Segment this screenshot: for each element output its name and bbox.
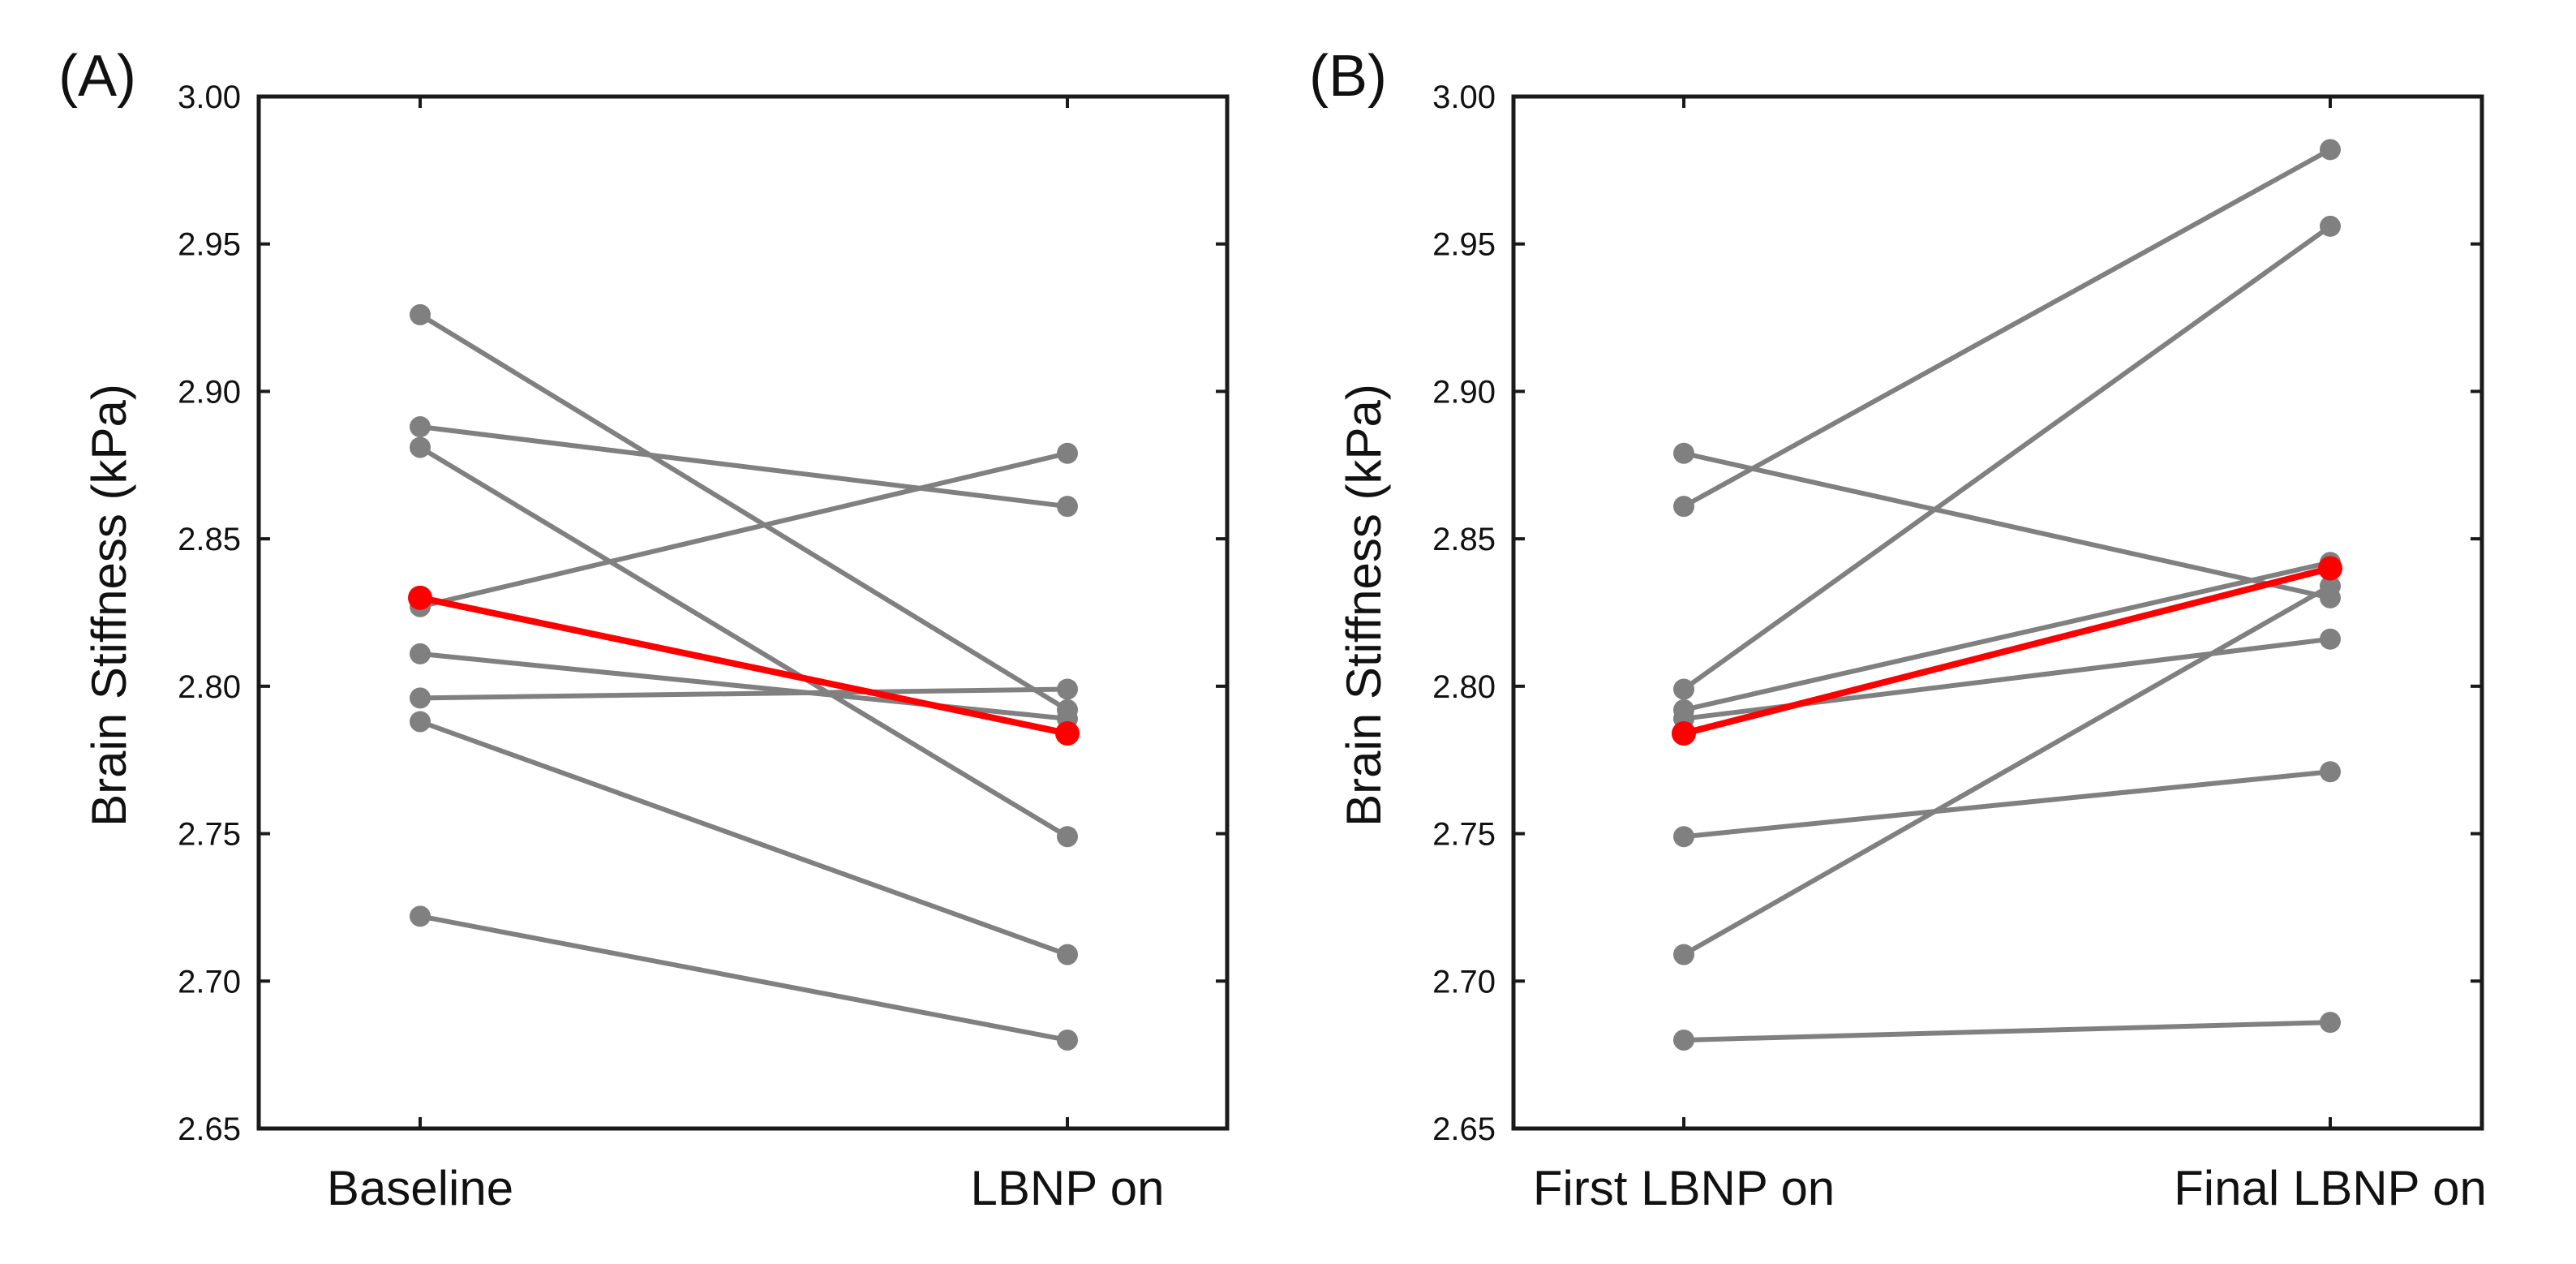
panel-a-xticks: Baseline LBNP on xyxy=(327,97,1165,1215)
mean-line xyxy=(1681,565,2333,737)
series-subject xyxy=(1673,628,2341,729)
series-mean xyxy=(408,585,1080,746)
ytick-label: 2.75 xyxy=(1432,817,1496,853)
subject-point xyxy=(410,905,431,927)
subject-point xyxy=(2320,761,2341,783)
ytick-label: 2.65 xyxy=(178,1111,241,1147)
ytick-label: 2.80 xyxy=(178,669,241,705)
mean-line xyxy=(417,594,1071,737)
panel-b-label: (B) xyxy=(1309,44,1387,109)
subject-point xyxy=(1673,1029,1694,1051)
series-subject xyxy=(1673,1012,2341,1051)
subject-point xyxy=(1673,678,1694,700)
subject-point xyxy=(1673,826,1694,848)
ytick-label: 2.70 xyxy=(1432,964,1496,1000)
subject-line xyxy=(418,686,1070,701)
ytick-label: 2.90 xyxy=(178,374,241,410)
series-subject xyxy=(1673,575,2341,965)
subject-point xyxy=(410,303,431,325)
series-subject xyxy=(1673,139,2341,518)
panel-b-ylabel: Brain Stiffness (kPa) xyxy=(1337,384,1391,827)
ytick-label: 2.85 xyxy=(178,522,241,557)
subject-point xyxy=(1057,944,1078,965)
ytick-label: 2.75 xyxy=(178,817,241,853)
subject-point xyxy=(410,436,431,458)
ytick-label: 3.00 xyxy=(1432,80,1496,115)
mean-point xyxy=(1055,721,1080,746)
panel-b-yticks: 2.65 2.70 2.75 2.80 2.85 2.90 2.95 3.00 xyxy=(1432,80,2482,1147)
subject-point xyxy=(2320,628,2341,650)
ytick-label: 2.70 xyxy=(178,964,241,1000)
subject-point xyxy=(1057,678,1078,700)
panel-b-series xyxy=(1672,139,2342,1051)
series-subject xyxy=(410,711,1078,965)
subject-line xyxy=(418,312,1070,712)
subject-point xyxy=(2320,575,2341,597)
subject-line xyxy=(1681,769,2333,840)
subject-point xyxy=(410,711,431,733)
xtick-label: Baseline xyxy=(327,1161,513,1215)
subject-point xyxy=(1057,826,1078,848)
series-subject xyxy=(1673,215,2341,700)
subject-line xyxy=(418,445,1070,840)
ytick-label: 2.95 xyxy=(1432,227,1496,263)
panel-b-xticks: First LBNP on Final LBNP on xyxy=(1533,97,2487,1215)
subject-point xyxy=(1057,1029,1078,1051)
series-subject xyxy=(410,416,1078,518)
subject-point xyxy=(1673,442,1694,464)
subject-line xyxy=(418,450,1070,609)
subject-point xyxy=(2320,215,2341,237)
series-mean xyxy=(1672,556,2342,746)
subject-line xyxy=(1681,223,2333,692)
subject-line xyxy=(1681,560,2333,712)
ytick-label: 2.90 xyxy=(1432,374,1496,410)
panel-a-label: (A) xyxy=(58,44,136,109)
subject-line xyxy=(418,914,1070,1043)
series-subject xyxy=(410,678,1078,709)
subject-point xyxy=(410,643,431,664)
panel-a-series xyxy=(408,303,1080,1051)
subject-point xyxy=(1057,442,1078,464)
series-subject xyxy=(410,905,1078,1051)
series-subject xyxy=(410,436,1078,848)
subject-line xyxy=(1681,450,2333,600)
panel-b-plot-frame xyxy=(1511,94,2484,1131)
xtick-label: LBNP on xyxy=(970,1161,1164,1215)
subject-line xyxy=(1681,1020,2333,1043)
ytick-label: 3.00 xyxy=(178,80,241,115)
panel-b: (B) Brain Stiffness (kPa) 2.652.702.752.… xyxy=(1309,44,2487,1215)
panel-a-ylabel: Brain Stiffness (kPa) xyxy=(82,384,136,827)
subject-point xyxy=(410,416,431,438)
series-subject xyxy=(410,303,1078,720)
ytick-label: 2.95 xyxy=(178,227,241,263)
panel-a: (A) Brain Stiffness (kPa) 2.652.702.752.… xyxy=(58,44,1230,1215)
xtick-label: First LBNP on xyxy=(1533,1161,1835,1215)
ytick-label: 2.80 xyxy=(1432,669,1496,705)
series-subject xyxy=(1673,761,2341,848)
subject-line xyxy=(418,424,1070,509)
panel-a-yticks: 2.65 2.70 2.75 2.80 2.85 2.90 2.95 3.00 xyxy=(178,80,1227,1147)
mean-point xyxy=(1672,721,1696,746)
subject-point xyxy=(2320,139,2341,161)
subject-line xyxy=(1681,147,2333,509)
subject-line xyxy=(1681,583,2333,957)
xtick-label: Final LBNP on xyxy=(2174,1161,2487,1215)
subject-point xyxy=(2320,1012,2341,1034)
subject-line xyxy=(418,719,1070,957)
mean-point xyxy=(2318,556,2342,581)
subject-point xyxy=(1673,496,1694,518)
mean-point xyxy=(408,585,432,610)
subject-point xyxy=(410,687,431,709)
ytick-label: 2.85 xyxy=(1432,522,1496,557)
ytick-label: 2.65 xyxy=(1432,1111,1496,1147)
panel-a-plot-frame xyxy=(256,94,1230,1131)
subject-point xyxy=(1673,944,1694,965)
subject-point xyxy=(1057,496,1078,518)
